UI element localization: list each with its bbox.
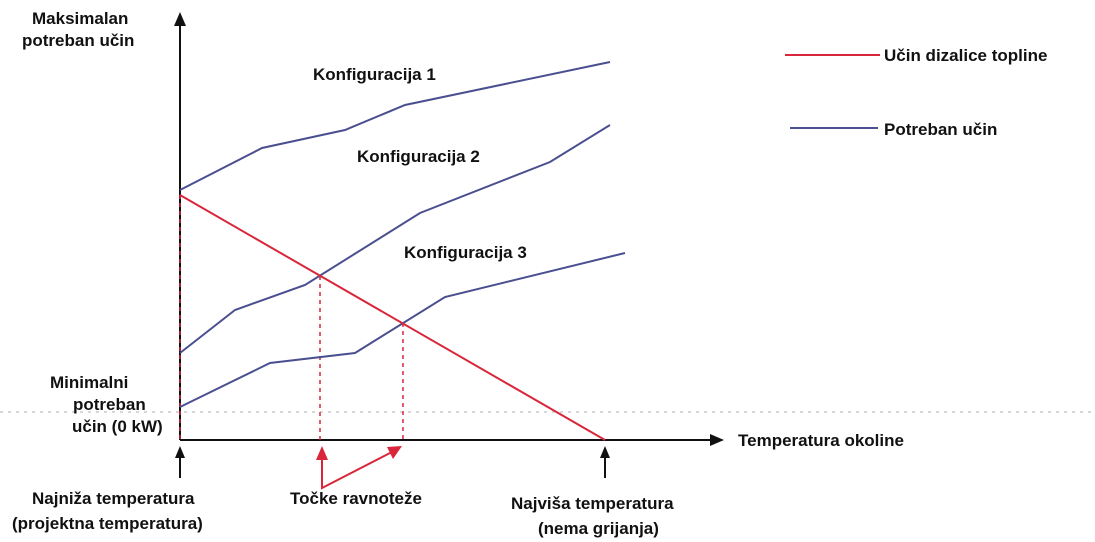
- y-bottom-label: Minimalni potreban učin (0 kW): [50, 373, 163, 436]
- curve-label: Konfiguracija 2: [357, 147, 480, 166]
- y-top-label: Maksimalan potreban učin: [22, 9, 134, 50]
- arrow-head: [316, 446, 328, 460]
- legend-label: Potreban učin: [884, 120, 997, 139]
- arrow-head: [387, 446, 402, 459]
- pointer: [321, 451, 393, 490]
- curve: [179, 252, 626, 408]
- curve-label: Konfiguracija 1: [313, 65, 436, 84]
- arrow-head: [600, 446, 610, 458]
- curve: [179, 61, 611, 191]
- annotation: Točke ravnoteže: [290, 489, 422, 508]
- heat-pump-line: [179, 194, 606, 441]
- legend-label: Učin dizalice topline: [884, 46, 1047, 65]
- arrow-head: [174, 12, 186, 26]
- annotation: Najviša temperatura (nema grijanja): [511, 494, 674, 538]
- arrow-head: [710, 434, 724, 446]
- arrow-head: [175, 446, 185, 458]
- curve-label: Konfiguracija 3: [404, 243, 527, 262]
- curve: [179, 124, 611, 354]
- x-axis-label: Temperatura okoline: [738, 431, 904, 450]
- annotation: Najniža temperatura (projektna temperatur…: [12, 489, 203, 533]
